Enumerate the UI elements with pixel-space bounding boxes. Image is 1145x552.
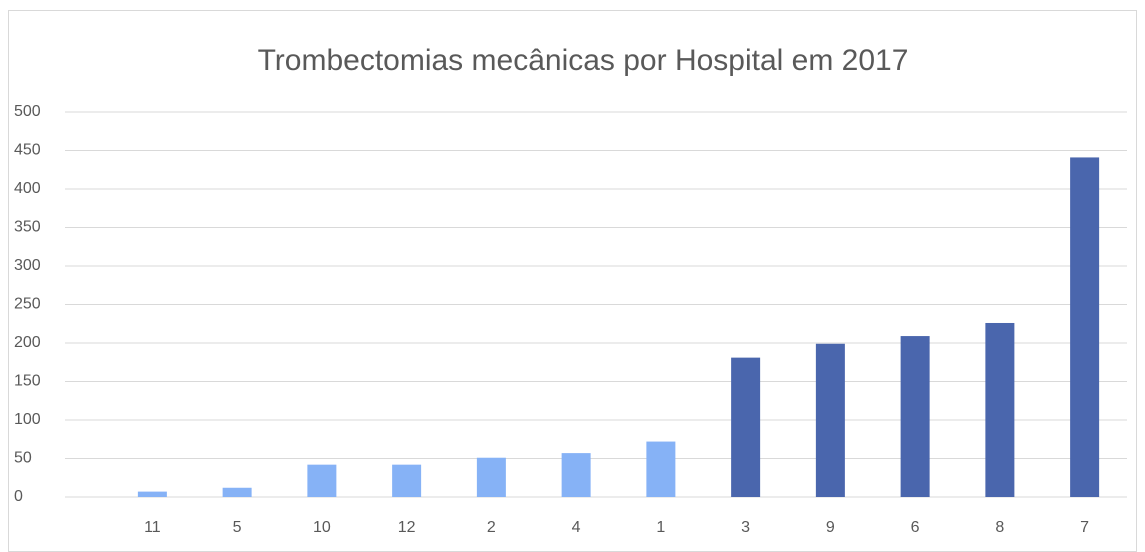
y-tick-label: 200 — [14, 334, 41, 351]
bar — [307, 464, 337, 497]
x-tick-label: 8 — [995, 519, 1004, 536]
y-tick-label: 500 — [14, 103, 41, 120]
bar — [985, 322, 1015, 497]
bar — [731, 357, 761, 497]
y-tick-label: 150 — [14, 373, 41, 390]
x-tick-label: 11 — [144, 519, 161, 536]
x-tick-label: 6 — [911, 519, 920, 536]
x-tick-label: 1 — [656, 519, 665, 536]
bar — [1070, 157, 1100, 497]
y-tick-label: 100 — [14, 411, 41, 428]
x-tick-label: 12 — [398, 519, 416, 536]
bar — [561, 453, 591, 497]
y-tick-label: 0 — [14, 488, 23, 505]
y-tick-label: 450 — [14, 142, 41, 159]
bar — [476, 457, 506, 497]
x-tick-label: 5 — [233, 519, 242, 536]
y-tick-label: 350 — [14, 219, 41, 236]
y-tick-label: 50 — [14, 450, 32, 467]
x-tick-label: 7 — [1080, 519, 1089, 536]
bar — [392, 464, 422, 497]
chart-title: Trombectomias mecânicas por Hospital em … — [258, 44, 909, 77]
bar — [646, 441, 676, 497]
bar — [222, 487, 252, 497]
x-tick-label: 2 — [487, 519, 496, 536]
y-tick-label: 400 — [14, 180, 41, 197]
x-tick-label: 9 — [826, 519, 835, 536]
bar — [900, 336, 930, 497]
bar — [815, 343, 845, 497]
bar — [137, 491, 167, 497]
y-tick-label: 300 — [14, 257, 41, 274]
x-tick-label: 3 — [741, 519, 750, 536]
x-tick-label: 10 — [313, 519, 331, 536]
x-tick-label: 4 — [572, 519, 581, 536]
y-tick-label: 250 — [14, 296, 41, 313]
